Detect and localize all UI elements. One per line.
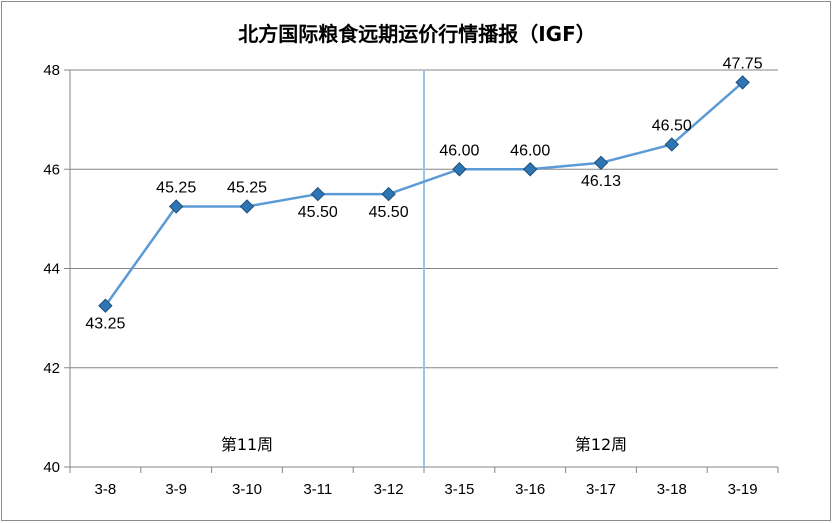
week-label-11: 第11周 bbox=[221, 435, 273, 454]
data-point-marker bbox=[735, 75, 750, 90]
x-tick-label: 3-9 bbox=[165, 481, 187, 498]
data-point-marker bbox=[239, 199, 255, 214]
data-point-marker bbox=[593, 155, 609, 171]
data-label: 46.13 bbox=[581, 173, 621, 190]
data-point-marker bbox=[310, 186, 326, 202]
x-tick-label: 3-16 bbox=[515, 481, 545, 498]
x-tick-label: 3-15 bbox=[444, 481, 474, 498]
x-tick-label: 3-10 bbox=[232, 481, 262, 498]
data-point-marker bbox=[664, 137, 680, 152]
x-tick-label: 3-19 bbox=[728, 481, 758, 498]
data-label: 46.00 bbox=[510, 142, 550, 159]
data-point-marker bbox=[522, 162, 538, 177]
data-label: 46.00 bbox=[439, 142, 479, 159]
x-tick-label: 3-11 bbox=[303, 481, 332, 498]
week-label-12: 第12周 bbox=[575, 435, 627, 454]
data-point-marker bbox=[381, 186, 396, 202]
data-label: 47.75 bbox=[723, 55, 763, 72]
data-label: 43.25 bbox=[85, 316, 125, 333]
series-line bbox=[104, 81, 744, 307]
y-tick-label: 44 bbox=[43, 261, 60, 278]
y-tick-label: 48 bbox=[43, 62, 60, 79]
data-label: 45.50 bbox=[298, 204, 338, 221]
x-tick-label: 3-12 bbox=[374, 481, 404, 498]
data-label: 45.50 bbox=[369, 204, 409, 221]
y-tick-label: 46 bbox=[43, 161, 60, 178]
data-label: 45.25 bbox=[227, 179, 267, 196]
y-tick-label: 40 bbox=[43, 459, 60, 476]
x-tick-label: 3-17 bbox=[586, 481, 616, 498]
data-label: 45.25 bbox=[156, 179, 196, 196]
data-label: 46.50 bbox=[652, 117, 692, 134]
x-tick-label: 3-8 bbox=[95, 481, 117, 498]
x-axis-ticks: 3-8 3-9 3-10 3-11 3-12 3-15 3-16 3-17 3-18 3-19 bbox=[69, 467, 779, 498]
data-point-marker bbox=[98, 298, 113, 313]
y-tick-label: 42 bbox=[43, 360, 60, 377]
x-tick-label: 3-18 bbox=[657, 481, 687, 498]
y-axis-ticks: 40 42 44 46 48 bbox=[43, 62, 60, 476]
chart-title: 北方国际粮食远期运价行情播报（IGF） bbox=[238, 22, 596, 46]
series-ifg: 43.25 45.25 45.25 45.50 45.50 46.00 46.00 46.13… bbox=[85, 55, 762, 332]
data-point-marker bbox=[168, 199, 184, 214]
data-point-marker bbox=[452, 162, 467, 177]
